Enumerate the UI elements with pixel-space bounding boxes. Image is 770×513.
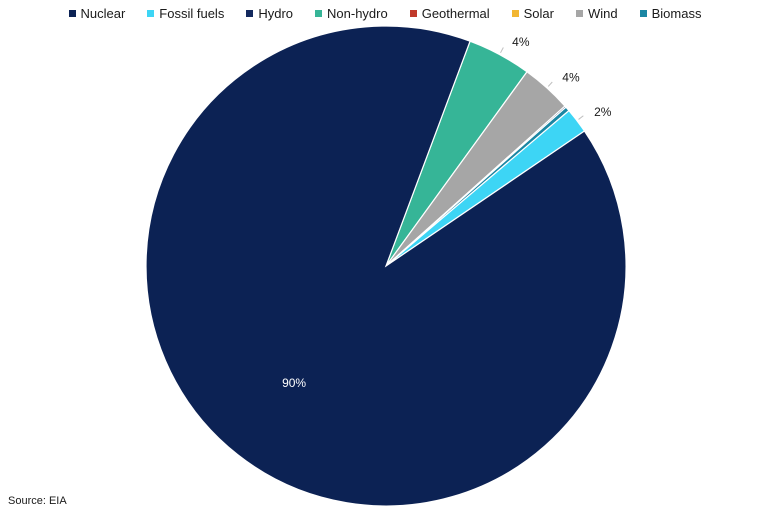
legend-item-nuclear: Nuclear [68, 6, 126, 21]
data-label-non-hydro: 4% [512, 35, 530, 49]
legend-swatch-fossil-fuels [147, 10, 155, 17]
legend-item-fossil-fuels: Fossil fuels [147, 6, 224, 21]
legend-swatch-hydro [246, 10, 254, 17]
legend-label-wind: Wind [588, 6, 618, 21]
legend-label-nuclear: Nuclear [80, 6, 126, 21]
legend-label-non-hydro: Non-hydro [327, 6, 388, 21]
legend-item-geothermal: Geothermal [409, 6, 490, 21]
leader-line-wind [547, 81, 553, 87]
legend-swatch-wind [576, 10, 583, 17]
legend-label-fossil-fuels: Fossil fuels [159, 6, 225, 21]
legend-item-non-hydro: Non-hydro [315, 6, 388, 21]
source-note: Source: EIA [8, 495, 67, 507]
legend-label-geothermal: Geothermal [421, 6, 490, 21]
data-label-wind: 4% [562, 71, 580, 85]
legend-item-solar: Solar [511, 6, 554, 21]
legend-item-hydro: Hydro [246, 6, 293, 21]
legend-swatch-solar [511, 10, 519, 17]
legend-item-biomass: Biomass [639, 6, 702, 21]
legend-swatch-non-hydro [315, 10, 323, 17]
legend-swatch-geothermal [409, 10, 417, 17]
legend-item-wind: Wind [576, 6, 618, 21]
data-label-fossil-fuels: 2% [594, 105, 612, 119]
data-label-nuclear: 90% [282, 376, 306, 390]
legend-label-hydro: Hydro [258, 6, 294, 21]
leader-line-non-hydro [500, 47, 504, 54]
legend-swatch-biomass [639, 10, 647, 17]
legend-swatch-nuclear [68, 10, 76, 17]
legend-label-biomass: Biomass [651, 6, 702, 21]
pie-slice-nuclear [145, 25, 627, 507]
legend-label-solar: Solar [523, 6, 554, 21]
leader-line-fossil-fuels [578, 115, 584, 120]
chart-legend: Nuclear Fossil fuels Hydro Non-hydro Geo… [0, 6, 770, 21]
